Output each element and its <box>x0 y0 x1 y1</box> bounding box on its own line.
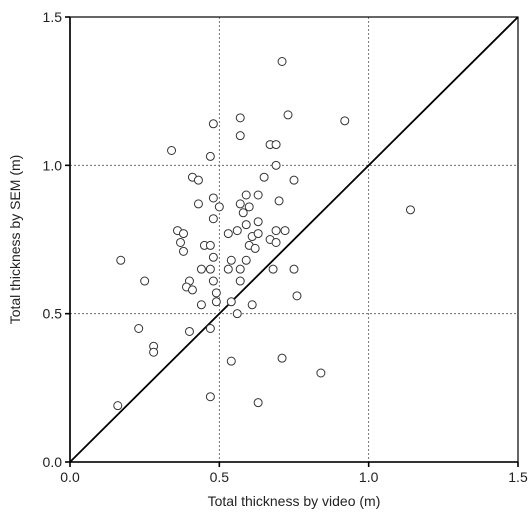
data-point <box>271 226 281 236</box>
data-point <box>211 297 221 307</box>
data-point <box>226 297 236 307</box>
data-point <box>283 110 293 120</box>
data-point <box>271 237 281 247</box>
data-point <box>235 131 245 141</box>
data-point <box>208 276 218 286</box>
data-point <box>193 175 203 185</box>
data-point <box>208 252 218 262</box>
data-point <box>277 353 287 363</box>
axes <box>65 16 519 467</box>
data-point <box>232 309 242 319</box>
data-point <box>134 324 144 333</box>
x-tick-label: 1.5 <box>508 469 528 485</box>
data-point <box>149 347 159 357</box>
data-point <box>274 196 284 206</box>
data-point <box>292 291 302 301</box>
data-point <box>271 140 281 150</box>
data-point <box>140 276 150 286</box>
grid-lines <box>70 17 518 462</box>
data-point <box>184 326 194 336</box>
data-point <box>340 116 350 126</box>
data-point <box>214 202 224 212</box>
y-tick-label: 0.0 <box>43 454 63 470</box>
identity-line <box>69 16 519 463</box>
y-axis-label: Total thickness by SEM (m) <box>7 155 23 325</box>
data-point <box>289 264 299 274</box>
data-point <box>280 226 290 236</box>
data-point <box>268 264 278 274</box>
data-point <box>205 324 215 333</box>
data-point <box>235 276 245 286</box>
data-point <box>211 288 221 298</box>
data-point <box>167 146 177 155</box>
x-tick-label: 1.0 <box>359 469 379 485</box>
data-point <box>289 175 299 185</box>
data-point <box>187 285 197 295</box>
data-point <box>223 229 233 239</box>
data-point <box>232 226 242 236</box>
data-point <box>205 151 215 161</box>
data-point <box>271 160 281 170</box>
data-point <box>247 300 257 310</box>
data-point <box>235 264 245 274</box>
data-point <box>253 229 263 239</box>
data-point <box>196 300 206 310</box>
data-point <box>113 401 123 411</box>
y-tick-labels: 0.0 0.5 1.0 1.5 <box>43 9 63 470</box>
data-point <box>226 356 236 366</box>
data-point <box>208 214 218 224</box>
data-point <box>205 240 215 250</box>
x-tick-label: 0.5 <box>210 469 230 485</box>
data-point <box>241 190 251 200</box>
x-axis-label: Total thickness by video (m) <box>208 493 381 509</box>
data-point <box>208 119 218 129</box>
data-point <box>316 368 326 378</box>
data-point <box>193 199 203 209</box>
y-tick-label: 1.5 <box>43 9 63 25</box>
data-point <box>259 172 269 182</box>
data-point <box>253 190 263 200</box>
data-point <box>253 398 263 408</box>
data-point <box>244 202 254 212</box>
data-point <box>223 264 233 274</box>
data-point <box>235 113 245 123</box>
data-point <box>250 243 260 253</box>
data-point <box>178 246 188 256</box>
data-point <box>205 264 215 274</box>
data-points <box>113 57 415 411</box>
y-tick-label: 1.0 <box>43 157 63 173</box>
data-point <box>241 220 251 230</box>
data-point <box>238 208 248 218</box>
data-point <box>405 205 415 215</box>
data-point <box>241 255 251 265</box>
data-point <box>176 237 186 247</box>
data-point <box>208 193 218 203</box>
x-tick-label: 0.0 <box>60 469 80 485</box>
y-tick-label: 0.5 <box>43 306 63 322</box>
data-point <box>178 229 188 239</box>
data-point <box>116 255 126 265</box>
data-point <box>253 217 263 227</box>
x-tick-labels: 0.0 0.5 1.0 1.5 <box>60 469 528 485</box>
data-point <box>277 57 287 66</box>
data-point <box>235 199 245 209</box>
data-point <box>205 392 215 402</box>
data-point <box>226 255 236 265</box>
data-point <box>196 264 206 274</box>
